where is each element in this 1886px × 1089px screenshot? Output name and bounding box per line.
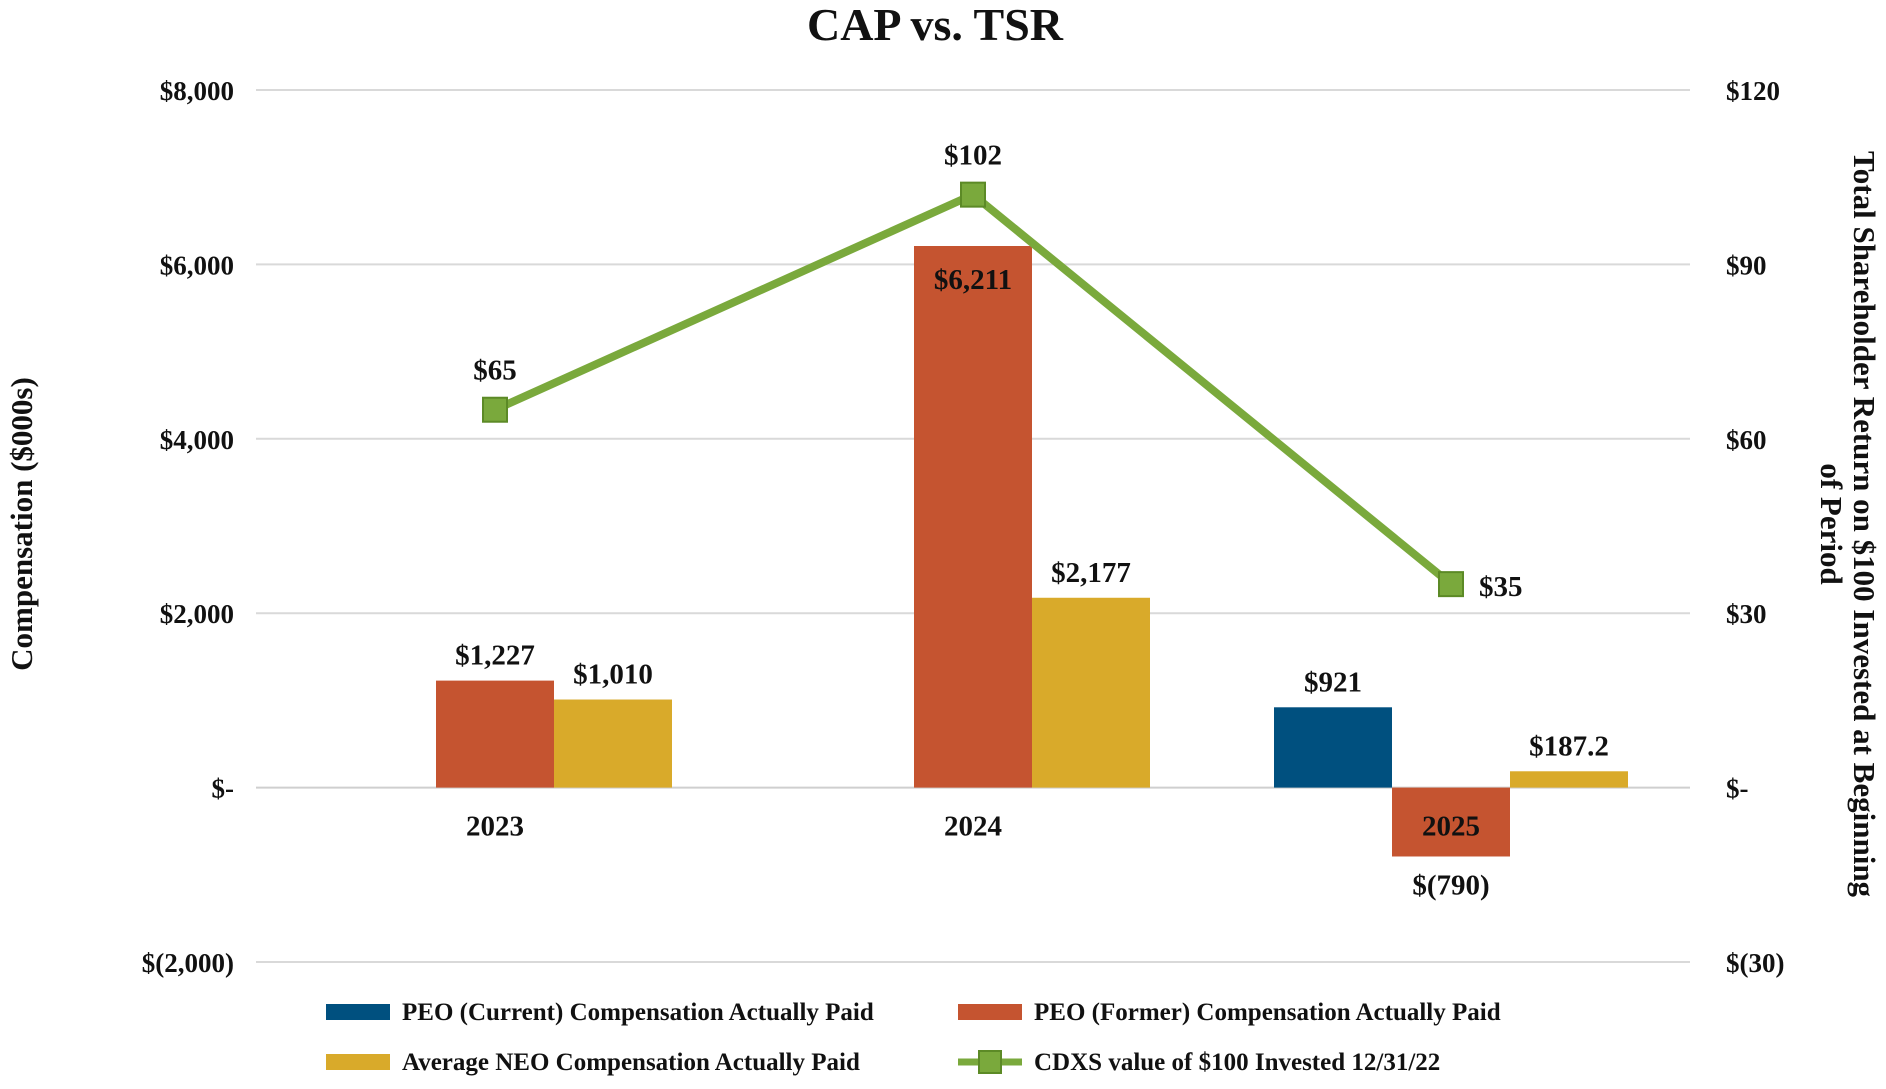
legend-label: CDXS value of $100 Invested 12/31/22 [1034, 1049, 1440, 1076]
right-axis-title-line-1: Total Shareholder Return on $100 Investe… [1847, 151, 1882, 898]
bar [914, 246, 1032, 788]
legend-swatch [326, 1004, 390, 1020]
bar [436, 680, 554, 788]
bar-data-label: $2,177 [1051, 557, 1131, 589]
tsr-marker [482, 396, 508, 423]
legend-swatch [326, 1054, 390, 1070]
left-axis-ticks: $8,000 $6,000 $4,000 $2,000 $- $(2,000) [142, 76, 234, 978]
left-tick-label: $8,000 [160, 76, 234, 106]
category-label: 2024 [944, 811, 1002, 843]
left-tick-label: $- [212, 774, 235, 804]
bar [1032, 597, 1150, 788]
right-axis-title: Total Shareholder Return on $100 Investe… [1814, 151, 1882, 898]
bar-data-label: $1,227 [455, 640, 535, 672]
right-tick-label: $60 [1726, 425, 1767, 455]
right-tick-label: $120 [1726, 76, 1780, 106]
bar-data-label: $1,010 [573, 659, 653, 691]
category-label: 2023 [466, 811, 524, 843]
bar [1274, 707, 1392, 788]
left-tick-label: $6,000 [160, 250, 234, 280]
bar-data-label: $(790) [1412, 869, 1489, 901]
tsr-data-label: $65 [473, 355, 517, 387]
tsr-marker [960, 181, 986, 208]
right-tick-label: $30 [1726, 599, 1767, 629]
bars [436, 246, 1628, 857]
tsr-line-series: $65 $102 $35 [473, 140, 1522, 603]
bar-data-label: $6,211 [934, 264, 1012, 296]
bar-data-label: $187.2 [1529, 730, 1609, 762]
legend: PEO (Current) Compensation Actually Paid… [326, 999, 1501, 1076]
chart-title: CAP vs. TSR [807, 0, 1064, 50]
legend-label: Average NEO Compensation Actually Paid [402, 1049, 860, 1076]
legend-marker [978, 1050, 1002, 1074]
tsr-marker [1438, 571, 1464, 598]
bar [1392, 787, 1510, 857]
right-tick-label: $90 [1726, 250, 1767, 280]
category-labels: 2023 2024 2025 [466, 811, 1480, 843]
left-tick-label: $(2,000) [142, 948, 234, 978]
bar-data-label: $921 [1304, 666, 1362, 698]
bar-data-labels: $921 $1,227 $6,211 $(790) $1,010 $2,177 $187.2 [455, 264, 1609, 901]
legend-label: PEO (Former) Compensation Actually Paid [1034, 999, 1501, 1026]
legend-swatch [958, 1004, 1022, 1020]
tsr-data-label: $102 [944, 140, 1002, 172]
category-label: 2025 [1422, 811, 1480, 843]
bar [1510, 771, 1628, 788]
legend-label: PEO (Current) Compensation Actually Paid [402, 999, 874, 1026]
bar [554, 699, 672, 788]
left-tick-label: $2,000 [160, 599, 234, 629]
right-axis-ticks: $120 $90 $60 $30 $- $(30) [1726, 76, 1784, 978]
right-tick-label: $- [1726, 774, 1749, 804]
right-tick-label: $(30) [1726, 948, 1784, 978]
left-tick-label: $4,000 [160, 425, 234, 455]
left-axis-title: Compensation ($000s) [4, 377, 39, 671]
right-axis-title-line-2: of Period [1814, 463, 1849, 584]
tsr-data-label: $35 [1479, 571, 1523, 603]
